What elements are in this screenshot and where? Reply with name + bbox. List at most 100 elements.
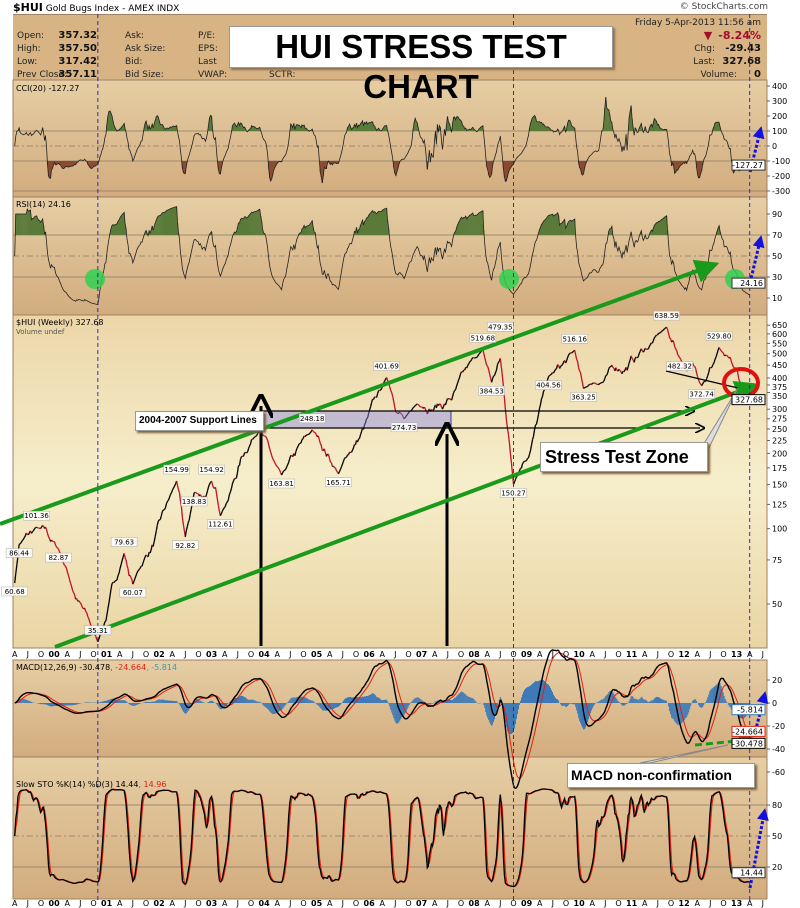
price-bar [156, 521, 159, 526]
price-bar [460, 371, 463, 374]
x-year-label: 12 [679, 899, 690, 908]
price-tick-label: 150 [772, 481, 787, 490]
price-bar [607, 368, 610, 373]
price-bar [113, 580, 116, 583]
symbol: $HUI [13, 1, 43, 14]
price-label-box [705, 331, 733, 341]
x-month-label: J [78, 650, 81, 659]
x-month-label: O [143, 899, 149, 908]
price-bar [391, 392, 394, 397]
price-bar [160, 511, 164, 517]
price-bar [618, 368, 621, 371]
price-bar [135, 572, 138, 577]
price-bar [454, 389, 457, 391]
price-bar [236, 465, 240, 473]
price-label-box [1, 586, 28, 597]
price-bar [290, 454, 293, 457]
x-month-label: A [379, 650, 385, 659]
price-bar [591, 382, 594, 385]
price-bar [125, 559, 128, 566]
price-tick-label: 125 [772, 500, 787, 509]
price-point-label: 165.71 [326, 479, 351, 487]
green-circle-2008 [499, 269, 519, 289]
cci-last-tag: -127.27 [731, 159, 766, 171]
price-bar [182, 524, 186, 532]
price-bar [152, 541, 155, 547]
vwap-label: VWAP: [198, 70, 228, 80]
price-bar [206, 486, 210, 491]
price-bar [577, 367, 581, 372]
price-bar [626, 366, 629, 371]
rsi-line [14, 206, 750, 306]
price-bar [608, 366, 611, 370]
price-bar [540, 396, 544, 400]
price-bar [411, 407, 414, 410]
price-bar [380, 388, 383, 391]
price-bar [217, 505, 221, 512]
price-bar [490, 378, 494, 383]
price-bar [489, 374, 492, 379]
price-label-box [469, 333, 497, 343]
price-bar [22, 537, 25, 541]
price-bar [333, 466, 336, 469]
x-month-label: J [656, 899, 659, 908]
price-bar [603, 378, 606, 382]
price-bar [62, 562, 66, 566]
price-bar [84, 608, 87, 612]
price-bar [483, 353, 486, 358]
price-bar [153, 536, 156, 542]
price-bar [242, 452, 246, 457]
rsi-tick-label: 90 [772, 210, 782, 219]
down-triangle-icon: ▼ [703, 29, 713, 42]
price-bar [228, 491, 231, 495]
price-point-label: 101.36 [24, 512, 49, 520]
price-bar [225, 501, 228, 504]
price-bar [586, 385, 588, 388]
price-bar [369, 402, 373, 407]
price-bar [466, 365, 469, 369]
macd-signal-tag-text: -24.664 [732, 727, 763, 736]
price-label-box [163, 464, 190, 475]
price-bar [384, 378, 387, 382]
price-bar [675, 348, 678, 352]
price-bar [646, 348, 649, 350]
price-bar [703, 380, 706, 383]
price-bar [449, 398, 451, 400]
x-month-label: J [708, 650, 711, 659]
price-bar [295, 448, 298, 452]
x-month-label: O [143, 650, 149, 659]
price-bar [665, 326, 669, 331]
price-bar [535, 423, 537, 426]
x-month-label: J [341, 899, 344, 908]
price-bar [266, 437, 269, 441]
price-bar [642, 350, 645, 353]
price-bar [721, 351, 724, 354]
x-month-label: O [405, 899, 411, 908]
price-bar [95, 636, 98, 640]
x-month-label: O [458, 899, 464, 908]
price-bar [338, 469, 342, 472]
price-bar [264, 435, 267, 438]
bid-label: Bid: [125, 57, 143, 67]
price-bar [288, 458, 291, 463]
price-bar [167, 497, 171, 501]
price-point-label: 479.35 [488, 323, 513, 331]
price-bar [505, 419, 509, 429]
price-label-box [373, 361, 400, 371]
price-bar [535, 419, 539, 425]
price-bar [664, 327, 666, 330]
price-bar [109, 589, 112, 597]
price-bar [565, 357, 569, 361]
price-point-label: 154.99 [164, 466, 189, 474]
price-bar [334, 467, 338, 471]
price-bar [199, 494, 202, 497]
price-bar [267, 440, 270, 445]
x-month-label: O [458, 650, 464, 659]
macd-last-tag: -30.478 [731, 737, 766, 749]
price-bar [569, 352, 572, 355]
x-month-label: A [484, 899, 490, 908]
price-bar [546, 376, 550, 381]
price-bar [18, 543, 21, 546]
x-year-label: 07 [416, 899, 427, 908]
price-bar [553, 369, 557, 372]
